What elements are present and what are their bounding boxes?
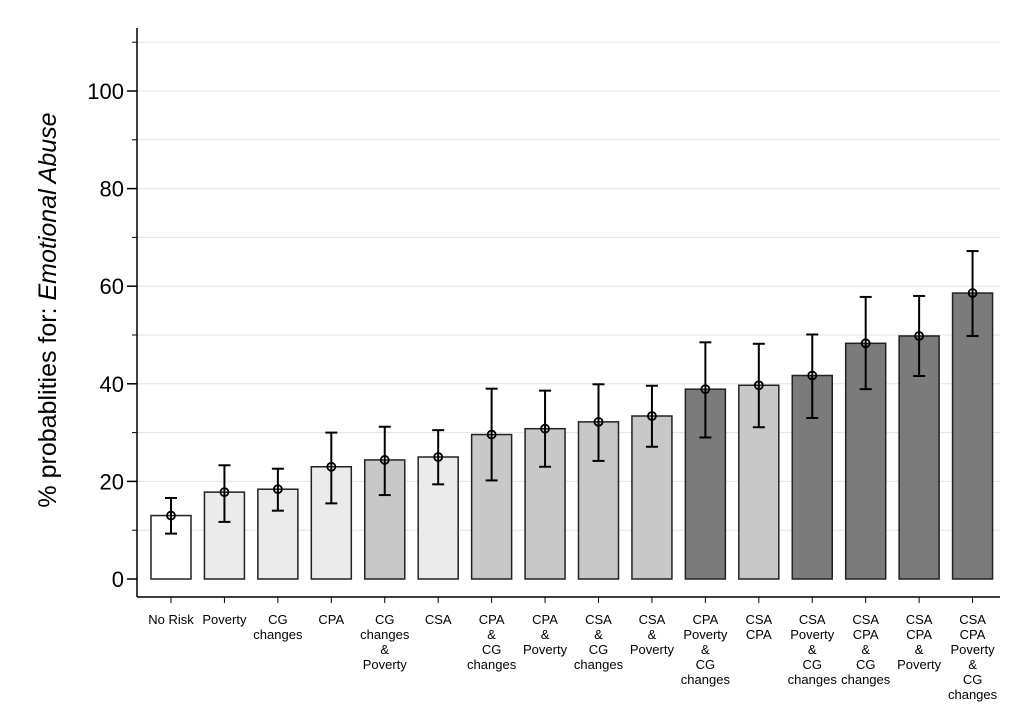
point-estimate-marker xyxy=(593,416,604,427)
gridlines xyxy=(137,41,1000,531)
category-label-line: CG xyxy=(589,642,609,657)
category-label-line: & xyxy=(541,627,550,642)
category-label-line: CG xyxy=(375,612,395,627)
point-estimate-marker xyxy=(379,455,390,465)
category-label-line: CSA xyxy=(745,612,772,627)
category-label-line: CG xyxy=(482,642,502,657)
bar xyxy=(951,292,994,580)
category-label: No Risk xyxy=(148,612,194,627)
category-label-line: CPA xyxy=(853,627,879,642)
category-label-line: & xyxy=(648,627,657,642)
point-estimate-marker xyxy=(860,338,871,349)
category-label-line: CPA xyxy=(692,612,718,627)
category-label-line: CPA xyxy=(532,612,558,627)
category-label-line: CSA xyxy=(852,612,879,627)
category-label: CSA xyxy=(425,612,452,627)
point-estimate-marker xyxy=(914,331,925,341)
y-tick-label: 0 xyxy=(112,567,124,592)
point-estimate-marker xyxy=(326,461,337,472)
axes xyxy=(136,28,1000,598)
category-label-line: CPA xyxy=(960,627,986,642)
category-label-line: CG xyxy=(268,612,288,627)
category-label-line: changes xyxy=(788,672,838,687)
category-label-line: & xyxy=(968,657,977,672)
y-axis-label: % probablities for: Emotional Abuse xyxy=(34,112,62,507)
category-label-line: & xyxy=(487,627,496,642)
category-label-line: CG xyxy=(856,657,876,672)
category-label-line: & xyxy=(701,642,710,657)
category-label: CSA Poverty & CG changes xyxy=(788,612,838,687)
category-label-line: & xyxy=(861,642,870,657)
category-label-line: Poverty xyxy=(630,642,675,657)
y-tick-label: 100 xyxy=(87,79,124,104)
y-tick-label: 40 xyxy=(100,372,124,397)
category-label: CG changes xyxy=(253,612,303,642)
category-label: CPA & Poverty xyxy=(523,612,568,657)
category-label-line: CG xyxy=(803,657,823,672)
category-label: CPA Poverty & CG changes xyxy=(681,612,731,687)
point-estimate-marker xyxy=(647,411,657,421)
category-label: CPA xyxy=(318,612,344,627)
category-label-line: changes xyxy=(948,687,998,702)
category-label: CSA CPA Poverty & CG changes xyxy=(948,612,998,702)
category-label: CSA CPA xyxy=(745,612,772,642)
category-label-line: CPA xyxy=(479,612,505,627)
category-label-line: No Risk xyxy=(148,612,194,627)
point-estimate-marker xyxy=(700,384,711,395)
point-estimate-marker xyxy=(486,429,497,440)
category-label-line: changes xyxy=(574,657,624,672)
category-label: CPA & CG changes xyxy=(467,612,517,672)
category-label-line: changes xyxy=(253,627,303,642)
category-label-line: Poverty xyxy=(363,657,408,672)
point-estimate-marker xyxy=(272,484,283,495)
category-label-line: CSA xyxy=(959,612,986,627)
category-label-line: Poverty xyxy=(790,627,835,642)
category-label-line: CG xyxy=(696,657,716,672)
category-label-line: CSA xyxy=(425,612,452,627)
category-label-line: changes xyxy=(841,672,891,687)
category-label-line: & xyxy=(594,627,603,642)
category-label-line: Poverty xyxy=(683,627,728,642)
point-estimate-marker xyxy=(807,370,818,381)
category-label-line: Poverty xyxy=(202,612,247,627)
category-label-line: CSA xyxy=(585,612,612,627)
y-ticks: 0 20 40 60 80 100 xyxy=(87,41,137,592)
y-tick-label: 60 xyxy=(100,274,124,299)
category-label-line: changes xyxy=(681,672,731,687)
category-label: CSA CPA & CG changes xyxy=(841,612,891,687)
category-label-line: Poverty xyxy=(523,642,568,657)
point-estimate-marker xyxy=(219,487,230,498)
point-estimate-marker xyxy=(540,423,550,434)
category-label-line: CG xyxy=(963,672,983,687)
category-label-line: & xyxy=(915,642,924,657)
y-axis-label-prefix: % probablities for: xyxy=(34,301,62,508)
category-label: CSA & Poverty xyxy=(630,612,675,657)
y-axis-label-emphasis: Emotional Abuse xyxy=(34,112,62,300)
category-label-line: CSA xyxy=(639,612,666,627)
y-tick-label: 20 xyxy=(100,469,124,494)
point-estimate-marker xyxy=(753,380,764,391)
point-estimate-marker xyxy=(433,452,444,462)
category-label-line: Poverty xyxy=(951,642,996,657)
category-label: CG changes & Poverty xyxy=(360,612,410,672)
category-label-line: & xyxy=(808,642,817,657)
category-label-line: CSA xyxy=(799,612,826,627)
y-tick-label: 80 xyxy=(100,177,124,202)
category-label: CSA CPA & Poverty xyxy=(897,612,942,672)
category-label-line: changes xyxy=(360,627,410,642)
error-bars xyxy=(165,250,979,535)
category-label-line: CPA xyxy=(318,612,344,627)
category-label-line: CPA xyxy=(746,627,772,642)
point-estimate-marker xyxy=(967,288,978,298)
category-label-line: changes xyxy=(467,657,517,672)
category-label-line: CSA xyxy=(906,612,933,627)
category-label: CSA & CG changes xyxy=(574,612,624,672)
category-label-line: CPA xyxy=(906,627,932,642)
category-label-line: Poverty xyxy=(897,657,942,672)
point-estimate-marker xyxy=(166,510,176,521)
category-label: Poverty xyxy=(202,612,247,627)
category-label-line: & xyxy=(380,642,389,657)
